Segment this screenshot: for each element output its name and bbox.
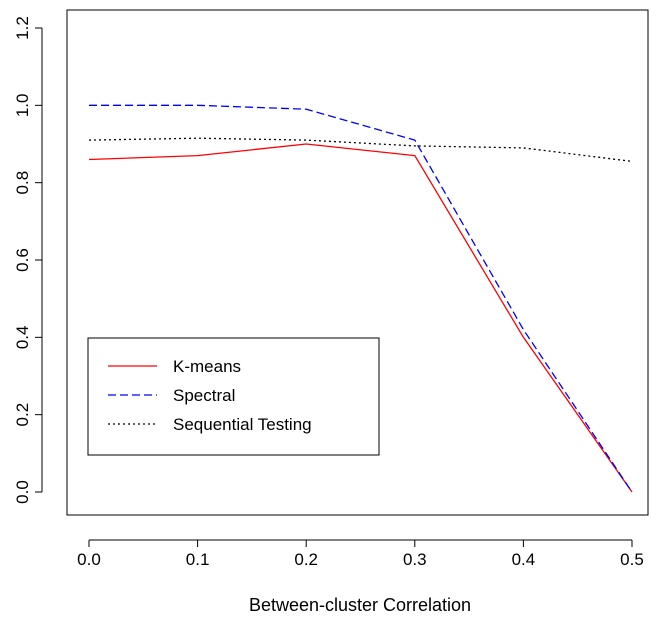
y-tick-label: 1.0	[13, 94, 32, 118]
legend: K-means Spectral Sequential Testing	[87, 337, 380, 456]
x-tick-label: 0.4	[512, 550, 536, 569]
y-tick-label: 0.4	[13, 326, 32, 350]
series-line-k-means	[88, 143, 633, 493]
y-axis: 0.0 0.2 0.4 0.6 0.8 1.0 1.2	[13, 16, 43, 504]
x-tick-label: 0.0	[77, 550, 101, 569]
x-tick-label: 0.1	[186, 550, 210, 569]
x-tick-label: 0.3	[403, 550, 427, 569]
series-line-sequential-testing	[88, 137, 633, 163]
plot-frame	[66, 9, 649, 516]
y-tick-label: 0.8	[13, 171, 32, 195]
y-tick-label: 0.6	[13, 248, 32, 272]
x-tick-label: 0.2	[294, 550, 318, 569]
series-line-spectral	[89, 104, 633, 493]
legend-box	[87, 337, 380, 456]
y-tick-label: 0.2	[13, 403, 32, 427]
x-tick-label: 0.5	[620, 550, 644, 569]
y-tick-label: 1.2	[13, 16, 32, 40]
y-tick-label: 0.0	[13, 480, 32, 504]
x-axis: 0.0 0.1 0.2 0.3 0.4 0.5	[77, 539, 644, 569]
legend-label: Sequential Testing	[173, 415, 312, 434]
legend-label: Spectral	[173, 386, 235, 405]
x-axis-title: Between-cluster Correlation	[249, 595, 471, 615]
legend-label: K-means	[173, 357, 241, 376]
series-lines	[88, 104, 633, 493]
